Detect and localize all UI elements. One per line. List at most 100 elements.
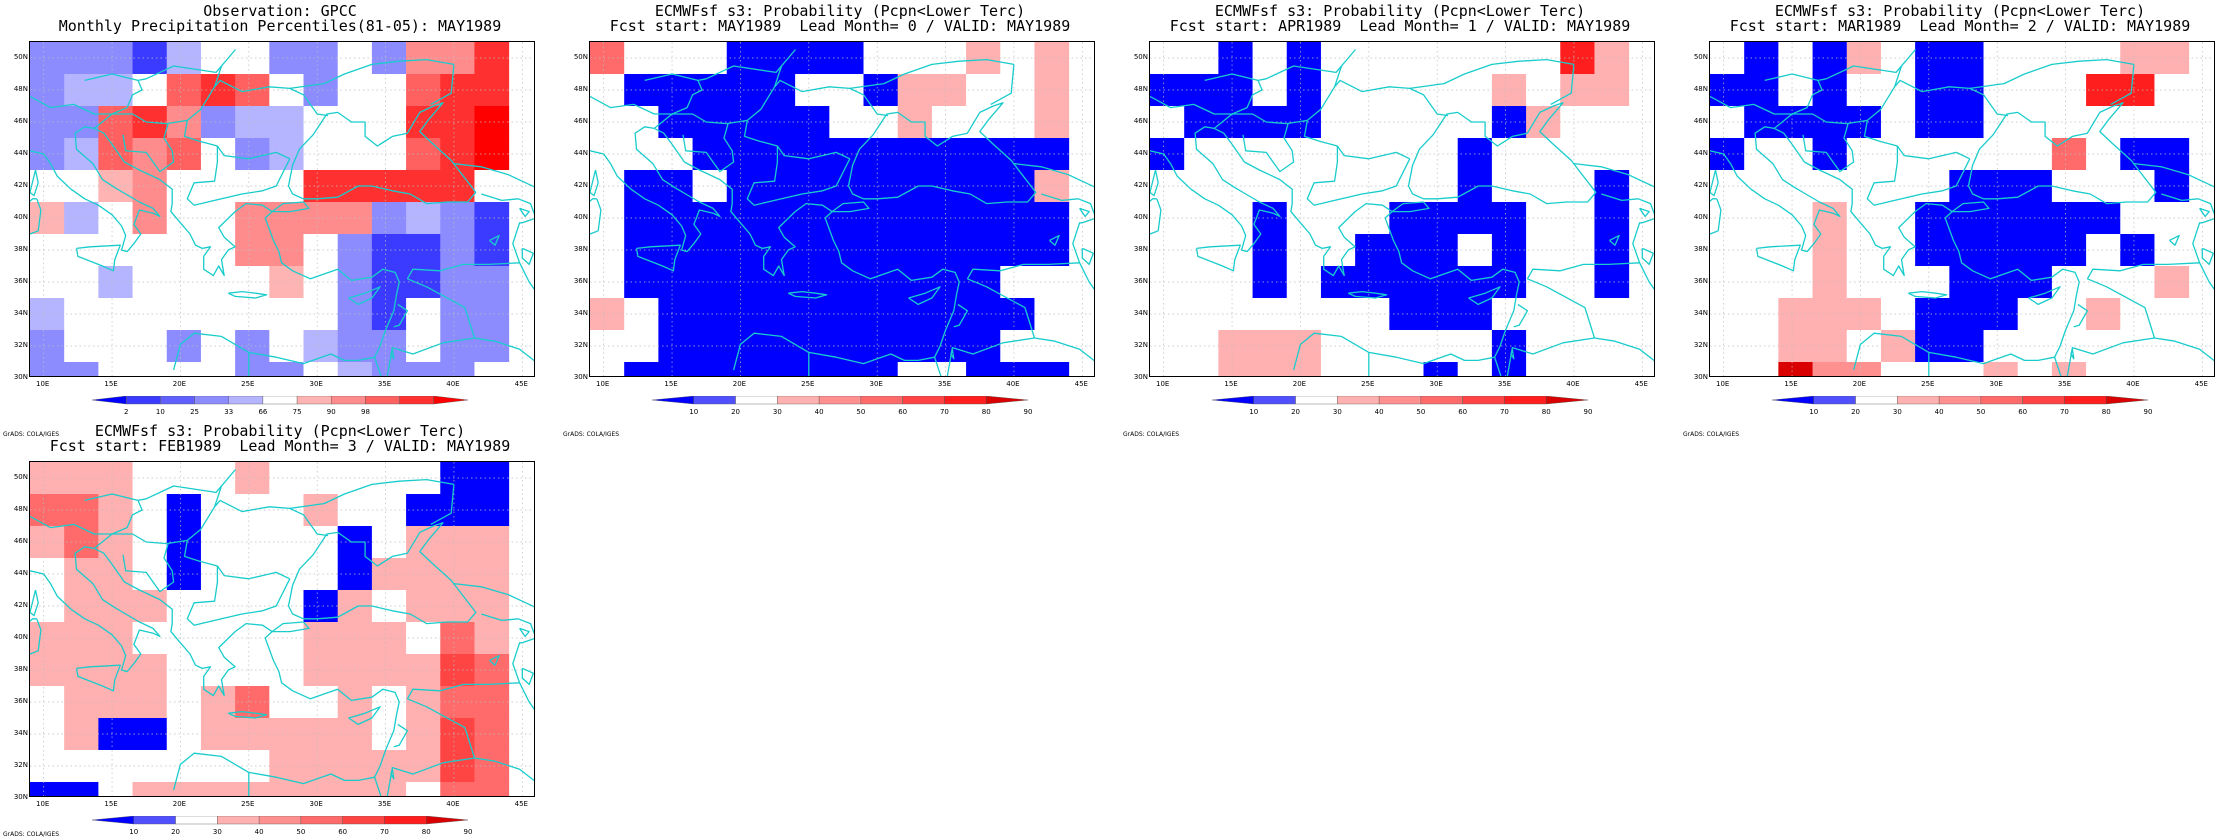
grid-cell (2086, 170, 2121, 203)
lat-label: 30N (573, 373, 588, 381)
lon-label: 40E (446, 380, 460, 388)
lon-label: 25E (1921, 380, 1935, 388)
coastline (1639, 262, 1654, 290)
grid-cell (1252, 266, 1288, 299)
lat-label: 40N (13, 213, 28, 221)
colorbar-swatch (1980, 396, 2023, 405)
colorbar-swatch (1462, 396, 1505, 405)
colorbar-label: 70 (1499, 408, 1509, 416)
grid-cell (132, 298, 168, 331)
grads-credit: GrADS: COLA/IGES (1683, 431, 1740, 438)
coastline (216, 565, 291, 580)
panel-title: ECMWFsf s3: Probability (Pcpn<Lower Terc… (654, 2, 1026, 20)
coastline (1710, 80, 1823, 115)
colorbar-swatch (1211, 396, 1254, 405)
colorbar-label: 75 (292, 408, 302, 416)
coastline (30, 618, 42, 655)
lat-label: 32N (13, 341, 28, 349)
lon-label: 20E (1292, 380, 1307, 388)
grid-cell (132, 782, 168, 796)
grid-cell (406, 234, 441, 267)
colorbar-label: 60 (2018, 408, 2028, 416)
lon-label: 45E (514, 380, 528, 388)
coastline (946, 278, 1036, 376)
grid-cell (474, 782, 510, 796)
grid-cell (132, 494, 168, 527)
colorbar-swatch (258, 816, 302, 825)
colorbar-swatch (365, 396, 400, 405)
coastline (1150, 169, 1159, 197)
colorbar-label: 60 (898, 408, 908, 416)
colorbar-swatch (986, 396, 1029, 405)
lon-label: 45E (1074, 380, 1088, 388)
lat-label: 48N (1693, 85, 1708, 93)
grid-cell (1812, 298, 1848, 331)
grid-cell (966, 138, 1001, 171)
lat-label: 40N (13, 633, 28, 641)
grid-cell (2086, 138, 2121, 171)
grid-cell (440, 362, 475, 376)
coastline (1802, 123, 1855, 173)
lat-label: 40N (573, 213, 588, 221)
coastline (590, 198, 602, 235)
coastline (1407, 102, 1597, 205)
grid-cell (1252, 138, 1288, 171)
map-svg (1150, 42, 1654, 376)
lon-label: 40E (2126, 380, 2140, 388)
grid-cell (337, 362, 373, 376)
lat-label: 32N (1693, 341, 1708, 349)
coastline (1710, 126, 1841, 253)
colorbar-swatch (194, 396, 229, 405)
colorbar-swatch (651, 396, 694, 405)
coastline (653, 79, 889, 129)
grid-cell (1846, 362, 1882, 376)
grid-cell (269, 782, 305, 796)
coastline (2073, 303, 2089, 328)
grid-cell (1286, 362, 1322, 376)
colorbar-swatch (433, 396, 469, 405)
colorbar-label: 2 (123, 408, 129, 416)
colorbar-label: 60 (1458, 408, 1468, 416)
grid-cell (966, 362, 1001, 376)
colorbar-label: 33 (224, 408, 234, 416)
lat-label: 36N (573, 277, 588, 285)
lon-label: 20E (172, 380, 187, 388)
colorbar-swatch (1771, 396, 1814, 405)
lat-label: 42N (1693, 181, 1708, 189)
lon-label: 10E (1716, 380, 1730, 388)
colorbar-swatch (160, 396, 195, 405)
lon-label: 15E (664, 380, 678, 388)
grid-cell (1526, 202, 1561, 235)
coastline (2201, 247, 2214, 266)
coastline (1348, 290, 1388, 299)
lon-label: 10E (596, 380, 610, 388)
coastline (1150, 126, 1281, 253)
grid-cell (1812, 362, 1848, 376)
coastline (406, 613, 534, 700)
grid-cell (98, 782, 134, 796)
colorbar: 10 20 30 40 50 60 70 80 90 (1680, 396, 2240, 420)
lon-label: 45E (2194, 380, 2208, 388)
lat-label: 50N (573, 53, 588, 61)
coastline (1639, 207, 1650, 218)
colorbar: 2 10 25 33 66 75 90 98 (0, 396, 560, 420)
colorbar-swatch (1813, 396, 1856, 405)
map-plot-area (1709, 41, 2215, 377)
grid-cell (1526, 170, 1561, 203)
grid-cell (406, 654, 441, 687)
lat-label: 44N (13, 569, 28, 577)
grid-cell (200, 362, 236, 376)
coastline (122, 543, 175, 593)
coastline (289, 58, 455, 90)
lon-label: 40E (446, 800, 460, 808)
coastline (635, 244, 681, 272)
coastline (30, 589, 39, 617)
lat-label: 42N (13, 181, 28, 189)
lon-label: 15E (1784, 380, 1798, 388)
grid-cell (132, 74, 168, 107)
grid-cell (692, 74, 728, 107)
coastline (2199, 262, 2214, 290)
coastline (373, 356, 382, 376)
lat-label: 44N (1693, 149, 1708, 157)
coastline (1079, 207, 1090, 218)
